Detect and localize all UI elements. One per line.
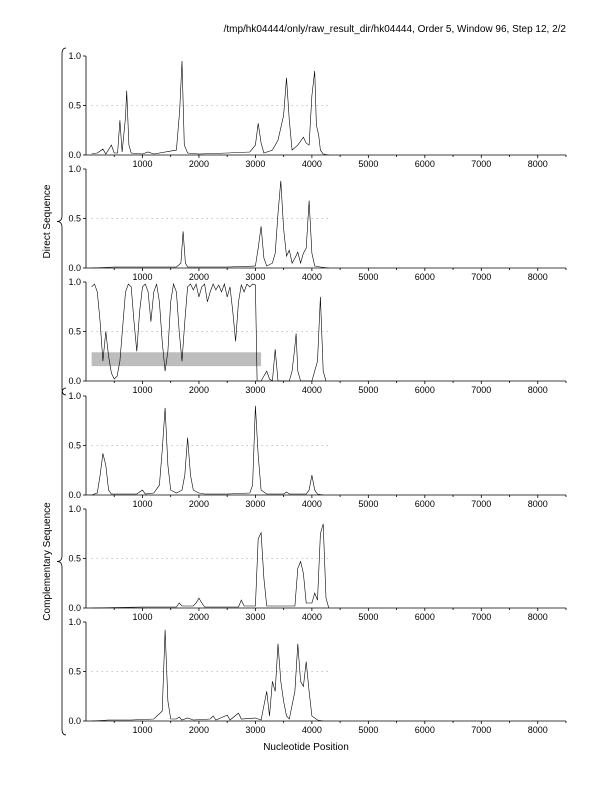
- x-tick-label: 5000: [358, 612, 378, 622]
- y-tick-label: 1.0: [68, 164, 81, 174]
- x-tick-label: 2000: [189, 499, 209, 509]
- x-tick-label: 7000: [471, 385, 491, 395]
- panel-4: 0.0 0.5 1.0 1000 2000 3000 4000 5000 6000 7000 800…: [68, 391, 567, 509]
- panel-1: 0.0 0.5 1.0 1000 2000 3000 4000 5000 6000 7000 800…: [68, 51, 567, 169]
- y-tick-label: 0.0: [68, 490, 81, 500]
- series-line: [91, 60, 329, 156]
- y-tick-label: 1.0: [68, 51, 81, 61]
- x-tick-label: 8000: [528, 159, 548, 169]
- series-line: [91, 180, 329, 269]
- y-tick-label: 1.0: [68, 617, 81, 627]
- series-line: [91, 523, 330, 609]
- x-tick-label: 2000: [189, 612, 209, 622]
- x-tick-label: 4000: [302, 159, 322, 169]
- x-tick-label: 2000: [189, 272, 209, 282]
- x-axis-title: Nucleotide Position: [263, 742, 349, 753]
- x-tick-label: 5000: [358, 159, 378, 169]
- x-tick-label: 5000: [358, 725, 378, 735]
- page-title: /tmp/hk04444/only/raw_result_dir/hk04444…: [223, 24, 566, 35]
- x-tick-label: 1000: [132, 612, 152, 622]
- y-tick-label: 0.5: [68, 214, 81, 224]
- y-tick-label: 0.0: [68, 603, 81, 613]
- y-tick-label: 0.0: [68, 376, 81, 386]
- y-tick-label: 0.5: [68, 101, 81, 111]
- x-tick-label: 6000: [415, 385, 435, 395]
- x-tick-label: 1000: [132, 499, 152, 509]
- y-tick-label: 1.0: [68, 504, 81, 514]
- x-tick-label: 7000: [471, 159, 491, 169]
- y-tick-label: 0.0: [68, 716, 81, 726]
- x-tick-label: 3000: [245, 159, 265, 169]
- x-tick-label: 8000: [528, 499, 548, 509]
- x-tick-label: 1000: [132, 725, 152, 735]
- x-tick-label: 7000: [471, 499, 491, 509]
- x-tick-label: 7000: [471, 272, 491, 282]
- x-tick-label: 6000: [415, 612, 435, 622]
- x-tick-label: 8000: [528, 725, 548, 735]
- x-tick-label: 3000: [245, 499, 265, 509]
- x-tick-label: 1000: [132, 272, 152, 282]
- group-brace: [56, 47, 67, 396]
- x-tick-label: 4000: [302, 499, 322, 509]
- x-tick-label: 4000: [302, 385, 322, 395]
- x-tick-label: 2000: [189, 385, 209, 395]
- panel-6: 0.0 0.5 1.0 1000 2000 3000 4000 5000 6000 7000 800…: [68, 617, 567, 735]
- x-tick-label: 6000: [415, 159, 435, 169]
- y-tick-label: 0.0: [68, 263, 81, 273]
- x-tick-label: 4000: [302, 612, 322, 622]
- y-tick-label: 0.5: [68, 441, 81, 451]
- group-2: Complementary Sequence: [42, 387, 67, 736]
- x-tick-label: 4000: [302, 725, 322, 735]
- x-tick-label: 1000: [132, 159, 152, 169]
- x-tick-label: 7000: [471, 725, 491, 735]
- x-tick-label: 5000: [358, 272, 378, 282]
- x-tick-label: 8000: [528, 272, 548, 282]
- x-tick-label: 2000: [189, 725, 209, 735]
- x-tick-label: 3000: [245, 272, 265, 282]
- x-tick-label: 8000: [528, 385, 548, 395]
- series-line: [91, 405, 324, 496]
- shaded-region: [91, 352, 262, 367]
- y-tick-label: 0.0: [68, 150, 81, 160]
- panel-5: 0.0 0.5 1.0 1000 2000 3000 4000 5000 6000 7000 800…: [68, 504, 567, 622]
- x-tick-label: 4000: [302, 272, 322, 282]
- x-tick-label: 2000: [189, 159, 209, 169]
- y-tick-label: 1.0: [68, 277, 81, 287]
- group-label: Complementary Sequence: [42, 502, 53, 621]
- x-tick-label: 6000: [415, 725, 435, 735]
- y-tick-label: 0.5: [68, 667, 81, 677]
- x-tick-label: 5000: [358, 385, 378, 395]
- x-tick-label: 5000: [358, 499, 378, 509]
- x-tick-label: 8000: [528, 612, 548, 622]
- x-tick-label: 6000: [415, 272, 435, 282]
- x-tick-label: 6000: [415, 499, 435, 509]
- panel-2: 0.0 0.5 1.0 1000 2000 3000 4000 5000 6000 7000 800…: [68, 164, 567, 282]
- y-tick-label: 0.5: [68, 554, 81, 564]
- group-label: Direct Sequence: [42, 184, 53, 258]
- y-tick-label: 0.5: [68, 327, 81, 337]
- y-tick-label: 1.0: [68, 391, 81, 401]
- group-brace: [56, 387, 67, 736]
- x-tick-label: 7000: [471, 612, 491, 622]
- panel-3: 0.0 0.5 1.0 1000 2000 3000 4000 5000 6000 7000 800…: [68, 277, 567, 395]
- group-1: Direct Sequence: [42, 47, 67, 396]
- x-tick-label: 3000: [245, 385, 265, 395]
- series-line: [91, 629, 324, 722]
- x-tick-label: 3000: [245, 612, 265, 622]
- x-tick-label: 3000: [245, 725, 265, 735]
- x-tick-label: 1000: [132, 385, 152, 395]
- series-line: [91, 282, 327, 382]
